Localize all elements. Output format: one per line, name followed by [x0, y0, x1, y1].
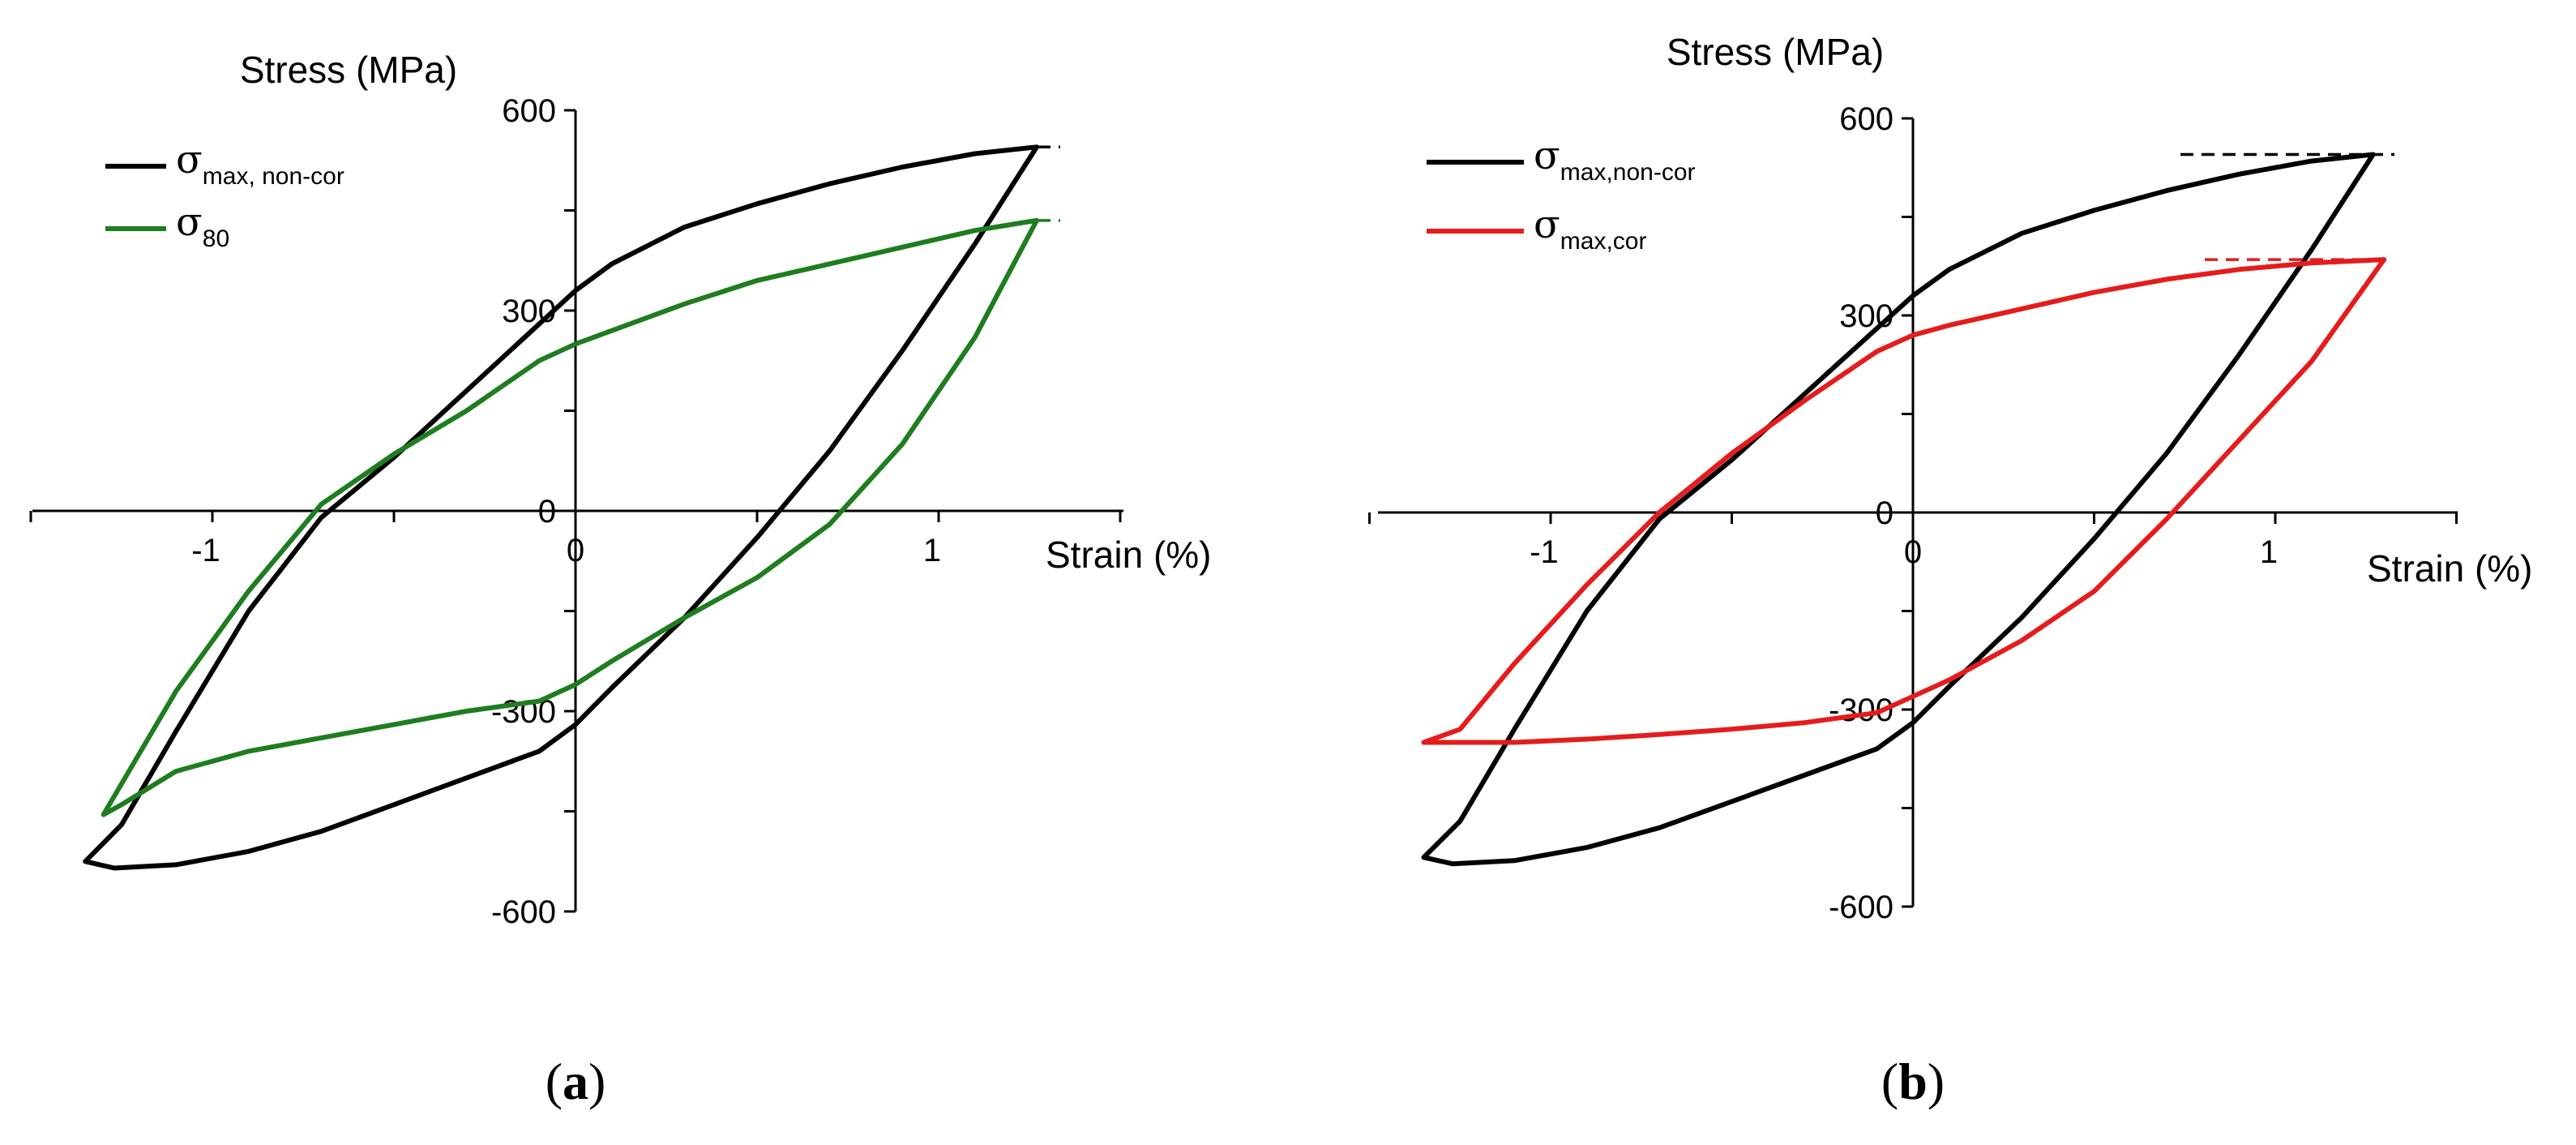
panel-label: (b) — [1881, 1053, 1945, 1110]
y-tick-label: 0 — [1876, 495, 1893, 531]
y-tick-label: -600 — [1829, 890, 1893, 925]
x-tick-label: -1 — [191, 533, 220, 568]
panel-label: (a) — [546, 1053, 606, 1110]
legend-label-2: σ80 — [176, 199, 229, 252]
y-tick-label: 0 — [538, 494, 556, 530]
y-tick-label: 300 — [502, 294, 556, 329]
x-axis-title: Strain (%) — [1046, 534, 1211, 576]
y-axis-title: Stress (MPa) — [1667, 31, 1884, 73]
x-tick-label: 0 — [1904, 534, 1922, 570]
x-tick-label: 1 — [2260, 534, 2278, 570]
y-tick-label: 600 — [502, 93, 556, 129]
legend-label-2: σmax,cor — [1534, 202, 1646, 255]
x-tick-label: -1 — [1530, 534, 1559, 570]
legend-label-1: σmax, non-cor — [176, 137, 344, 190]
hysteresis-loop-2 — [1421, 257, 2387, 745]
y-tick-label: 600 — [1839, 101, 1893, 137]
x-tick-label: 1 — [923, 533, 941, 568]
y-tick-label: -600 — [491, 894, 556, 930]
legend-label-1: σmax,non-cor — [1534, 133, 1696, 186]
x-tick-label: 0 — [567, 533, 584, 568]
hysteresis-loop-1 — [1421, 152, 2376, 867]
y-tick-label: 300 — [1839, 298, 1893, 334]
x-axis-title: Strain (%) — [2367, 547, 2532, 590]
hysteresis-loop-1 — [83, 144, 1039, 871]
hysteresis-loop-2 — [101, 217, 1039, 817]
y-axis-title: Stress (MPa) — [240, 49, 457, 91]
